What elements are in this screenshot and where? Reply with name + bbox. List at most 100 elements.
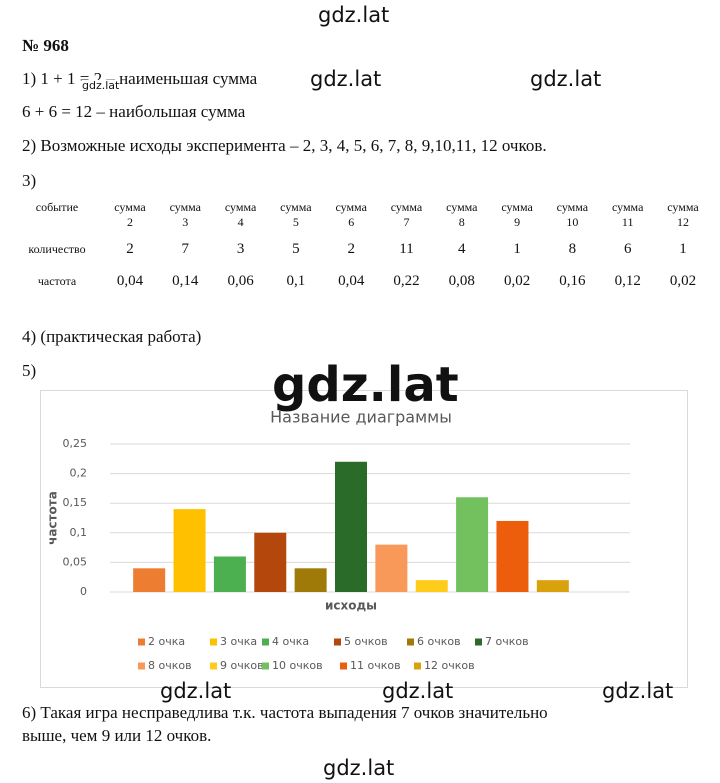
y-tick-label: 0 — [80, 585, 87, 598]
column-header: 7 — [403, 215, 410, 229]
watermark: gdz.lat — [602, 679, 674, 703]
legend-label: 4 очка — [272, 635, 309, 648]
legend-label: 9 очков — [220, 659, 264, 672]
text-line: 5) — [22, 361, 37, 380]
watermark: gdz.lat — [323, 756, 395, 780]
legend-swatch — [210, 662, 217, 670]
table-cell: 5 — [292, 241, 300, 257]
column-header: 2 — [127, 215, 133, 229]
column-header: сумма — [169, 200, 202, 214]
text-line: 4) (практическая работа) — [22, 327, 202, 346]
watermark: gdz.lat — [318, 3, 390, 27]
column-header: сумма — [114, 200, 146, 214]
legend-swatch — [340, 662, 347, 670]
text-line: 6) Такая игра несправедлива т.к. частота… — [22, 703, 548, 722]
column-header: сумма — [611, 200, 644, 214]
column-header: сумма — [667, 200, 699, 214]
column-header: сумма — [556, 200, 589, 214]
column-header: сумма — [224, 200, 257, 214]
table-cell: 3 — [236, 241, 245, 257]
table-cell: 7 — [181, 241, 190, 257]
column-header: 8 — [458, 215, 465, 229]
table-cell: 2 — [126, 241, 134, 257]
bar — [173, 509, 206, 592]
column-header: сумма — [390, 200, 423, 214]
chart: Название диаграммы частота исходы 0 0,05 0… — [40, 390, 688, 688]
text-line: 1) 1 + 1 = 2 – наименьшая сумма — [22, 69, 258, 88]
legend-label: 7 очков — [485, 635, 529, 648]
legend-swatch — [138, 662, 145, 670]
watermark: gdz.lat — [382, 679, 454, 703]
bar — [536, 580, 569, 592]
y-tick-label: 0,25 — [63, 437, 88, 450]
bar — [415, 580, 448, 592]
legend-label: 10 очков — [272, 659, 323, 672]
legend-swatch — [262, 638, 269, 646]
table-cell: 0,04 — [116, 273, 144, 289]
text-line: выше, чем 9 или 12 очков. — [22, 726, 212, 745]
y-axis-label: частота — [46, 491, 60, 545]
column-header: 9 — [514, 215, 521, 229]
column-header: 4 — [237, 215, 244, 229]
bar — [375, 544, 408, 592]
legend-swatch — [407, 638, 414, 646]
row-label: частота — [37, 274, 77, 288]
y-tick-label: 0,05 — [63, 555, 88, 568]
legend-label: 12 очков — [424, 659, 475, 672]
y-tick-label: 0,15 — [63, 496, 88, 509]
table-corner: событие — [35, 200, 79, 214]
table-cell: 0,04 — [338, 273, 365, 289]
table-cell: 8 — [568, 241, 577, 257]
y-tick-label: 0,1 — [70, 526, 88, 539]
legend-label: 2 очка — [148, 635, 185, 648]
bar — [133, 568, 166, 592]
legend-label: 3 очка — [220, 635, 257, 648]
column-header: 11 — [621, 215, 634, 229]
legend-label: 11 очков — [350, 659, 401, 672]
text-line: 2) Возможные исходы эксперимента – 2, 3,… — [22, 136, 547, 155]
table-cell: 0,1 — [286, 273, 306, 289]
y-tick-label: 0,2 — [70, 467, 88, 480]
bar — [254, 532, 287, 592]
column-header: сумма — [501, 200, 533, 214]
table-cell: 4 — [458, 241, 466, 257]
legend-swatch — [334, 638, 341, 646]
table-cell: 11 — [399, 241, 414, 257]
legend-label: 6 очков — [417, 635, 461, 648]
table-cell: 0,16 — [559, 273, 586, 289]
legend-swatch — [475, 638, 482, 646]
legend-label: 5 очков — [344, 635, 388, 648]
table-cell: 1 — [679, 241, 687, 257]
x-axis-label: исходы — [325, 599, 377, 613]
bar — [294, 568, 327, 592]
legend-swatch — [210, 638, 217, 646]
table-cell: 0,14 — [172, 273, 199, 289]
bar — [496, 520, 529, 592]
table-cell: 2 — [347, 241, 355, 257]
table-cell: 0,08 — [448, 273, 475, 289]
column-header: 12 — [677, 215, 689, 229]
column-header: 6 — [348, 215, 355, 229]
text-line: 3) — [22, 171, 37, 190]
legend-swatch — [414, 662, 421, 670]
column-header: сумма — [446, 200, 478, 214]
watermark: gdz.lat — [310, 67, 382, 91]
bar — [213, 556, 246, 592]
task-number: № 968 — [22, 36, 69, 55]
text-line: 6 + 6 = 12 – наибольшая сумма — [22, 102, 246, 121]
table-cell: 6 — [623, 241, 632, 257]
legend-swatch — [138, 638, 145, 646]
table-cell: 0,22 — [393, 273, 420, 289]
watermark: gdz.lat — [530, 67, 602, 91]
column-header: 10 — [566, 215, 579, 229]
chart-title: Название диаграммы — [270, 408, 452, 427]
legend-swatch — [262, 662, 269, 670]
column-header: сумма — [280, 200, 312, 214]
column-header: 5 — [292, 215, 299, 229]
table-cell: 0,06 — [227, 273, 254, 289]
column-header: 3 — [182, 215, 189, 229]
table-cell: 0,02 — [669, 273, 697, 289]
row-label: количество — [28, 242, 86, 256]
legend-label: 8 очков — [148, 659, 192, 672]
